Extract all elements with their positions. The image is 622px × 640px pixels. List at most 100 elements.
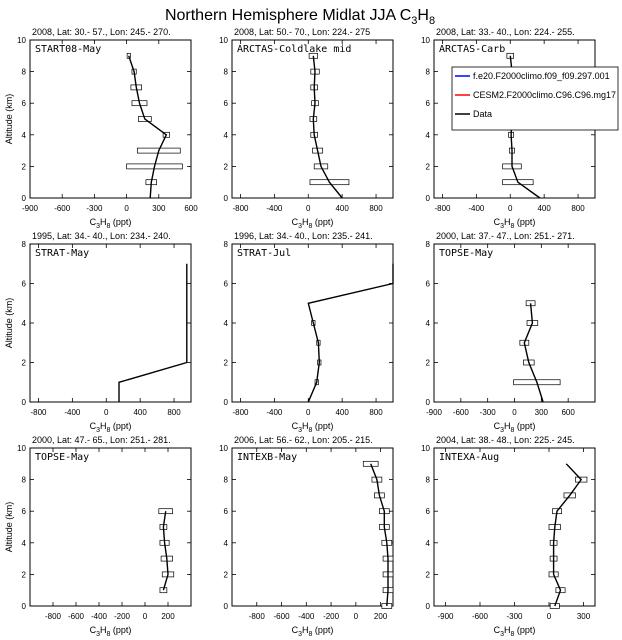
panel-header: 2000, Lat: 47.- 65., Lon: 251.- 281. [32,435,171,445]
y-tick-label: 10 [219,36,228,45]
x-tick-label: -300 [480,408,497,417]
y-tick-label: 10 [17,444,26,453]
x-tick-label: 800 [369,204,383,213]
plot-frame [29,447,192,607]
error-box [549,603,560,609]
x-axis-title: C3H8 (ppt) [90,625,132,638]
panel-header: 1996, Lat: 34.- 40., Lon: 235.- 241. [234,231,373,241]
panel-name: INTEXB-May [237,452,297,463]
chart-panel-2: 2008, Lat: 50.- 70., Lon: 224.- 275 ARCTA… [219,27,394,230]
y-tick-label: 8 [22,68,27,77]
panel-header: 1995, Lat: 34.- 40., Lon: 234.- 240. [32,231,171,241]
y-tick-label: 10 [17,36,26,45]
x-tick-label: -400 [468,204,485,213]
x-tick-label: -900 [426,408,443,417]
panel-name: STRAT-May [35,248,89,259]
x-tick-label: -400 [266,204,283,213]
x-axis-title: C3H8 (ppt) [90,217,132,230]
data-line [128,55,168,199]
y-tick-label: 0 [224,602,229,611]
y-tick-label: 8 [224,240,229,249]
x-axis-title: C3H8 (ppt) [292,421,334,434]
y-tick-label: 0 [224,194,229,203]
panel-name: TOPSE-May [35,452,89,463]
y-tick-label: 2 [426,359,431,368]
data-line [162,511,169,591]
y-tick-label: 6 [426,99,431,108]
x-axis-title: C3H8 (ppt) [292,217,334,230]
chart-panel-3: 2008, Lat: 33.- 40., Lon: 224.- 255. ARCT… [421,27,596,230]
y-tick-label: 10 [421,36,430,45]
x-tick-label: -300 [86,204,103,213]
y-tick-label: 8 [426,68,431,77]
data-line [312,55,343,199]
x-tick-label: -800 [232,204,249,213]
y-tick-label: 4 [426,539,431,548]
y-tick-label: 8 [224,68,229,77]
x-tick-label: 800 [167,408,181,417]
x-tick-label: 400 [133,408,147,417]
x-tick-label: 0 [547,612,552,621]
plot-frame [433,447,596,607]
y-tick-label: 2 [22,570,27,579]
panel-header: 2008, Lat: 30.- 57., Lon: 245.- 270. [32,27,171,37]
x-tick-label: -800 [45,612,62,621]
x-tick-label: 0 [143,612,148,621]
y-tick-label: 0 [22,398,27,407]
x-tick-label: 0 [104,408,109,417]
x-tick-label: 800 [571,204,585,213]
panel-header: 2006, Lat: 56.- 62., Lon: 205.- 215. [234,435,373,445]
x-tick-label: -800 [232,408,249,417]
x-axis-title: C3H8 (ppt) [494,625,536,638]
x-axis-title: C3H8 (ppt) [292,625,334,638]
chart-panel-8: 2006, Lat: 56.- 62., Lon: 205.- 215. INTE… [219,435,394,638]
legend: f.e20.F2000climo.f09_f09.297.001 CESM2.F2… [451,66,619,131]
y-tick-label: 0 [426,398,431,407]
y-tick-label: 4 [426,319,431,328]
x-tick-label: -600 [68,612,85,621]
chart-panel-5: 1996, Lat: 34.- 40., Lon: 235.- 241. STRA… [224,231,394,434]
y-tick-label: 10 [421,444,430,453]
x-tick-label: 600 [561,408,575,417]
x-axis-title: C3H8 (ppt) [494,421,536,434]
x-tick-label: -900 [22,204,39,213]
x-tick-label: 0 [124,204,129,213]
panel-name: ARCTAS-Coldlake mid [237,44,351,55]
x-tick-label: -800 [30,408,47,417]
legend-box [451,66,619,131]
y-tick-label: 10 [219,444,228,453]
y-tick-label: 0 [426,602,431,611]
y-axis-title: Altitude (km) [4,298,14,349]
x-tick-label: 0 [306,204,311,213]
figure-title: Northern Hemisphere Midlat JJA C3H8 [165,7,435,27]
y-tick-label: 6 [426,280,431,289]
y-tick-label: 2 [224,162,229,171]
plot-frame [29,39,192,199]
x-tick-label: -800 [249,612,266,621]
x-tick-label: 300 [535,408,549,417]
x-axis-title: C3H8 (ppt) [90,421,132,434]
y-tick-label: 8 [22,240,27,249]
x-tick-label: 0 [354,612,359,621]
x-tick-label: 400 [335,204,349,213]
plot-frame [29,243,192,403]
x-tick-label: -800 [434,204,451,213]
y-tick-label: 6 [22,99,27,108]
x-axis-title: C3H8 (ppt) [494,217,536,230]
x-tick-label: -400 [298,612,315,621]
x-tick-label: -600 [274,612,291,621]
y-tick-label: 4 [22,539,27,548]
panel-name: START08-May [35,44,101,55]
y-tick-label: 8 [426,240,431,249]
y-tick-label: 0 [224,398,229,407]
y-tick-label: 8 [22,476,27,485]
x-tick-label: 200 [161,612,175,621]
y-tick-label: 0 [22,194,27,203]
panel-name: STRAT-Jul [237,248,291,259]
panel-header: 2000, Lat: 37.- 47., Lon: 251.- 271. [436,231,575,241]
plot-frame [231,447,394,607]
x-tick-label: 300 [577,612,591,621]
y-tick-label: 2 [22,359,27,368]
x-tick-label: 300 [152,204,166,213]
